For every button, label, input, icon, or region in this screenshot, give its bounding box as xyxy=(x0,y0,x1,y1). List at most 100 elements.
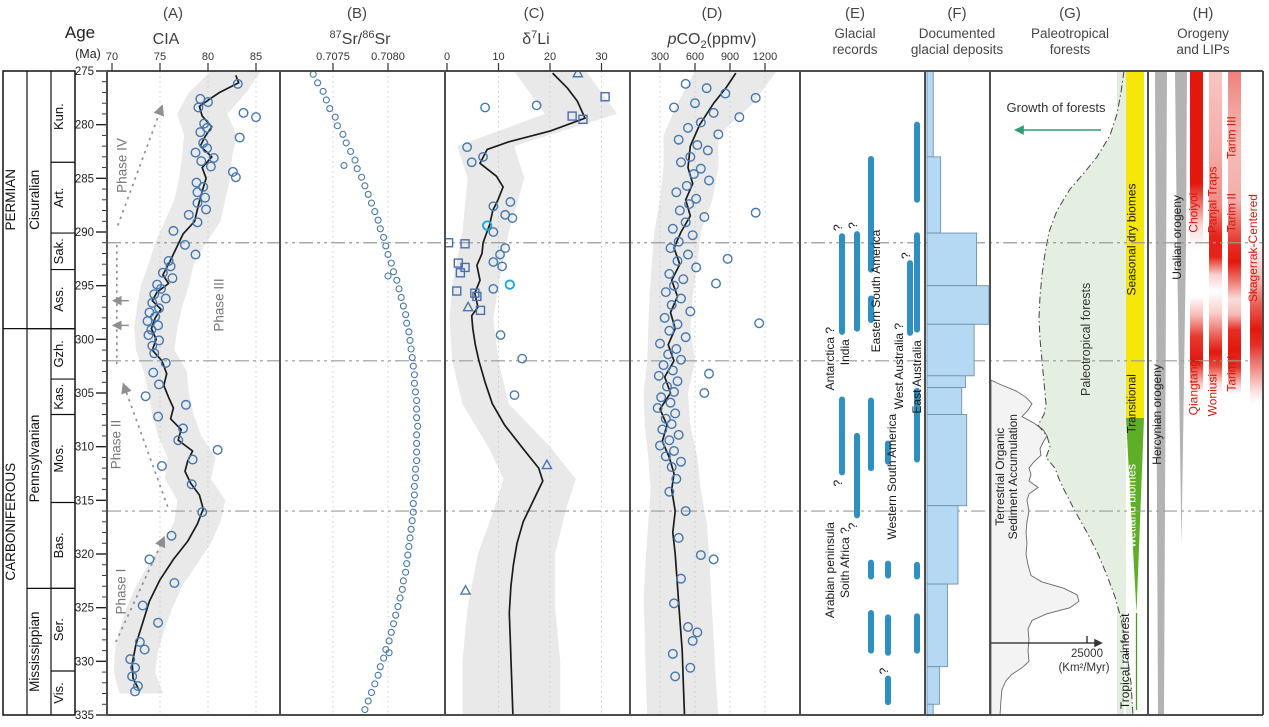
panel-h-bands xyxy=(1155,71,1262,715)
data-point-circle xyxy=(382,242,390,250)
data-point-square xyxy=(578,114,588,125)
data-point-circle xyxy=(178,423,189,434)
data-point-circle xyxy=(347,147,355,156)
stage-label: Ass. xyxy=(51,286,66,311)
data-point-circle xyxy=(478,151,488,162)
data-point-square xyxy=(470,288,480,298)
data-point-circle xyxy=(702,145,713,156)
value-tick-label: 85 xyxy=(250,51,262,63)
data-point-triangle xyxy=(462,300,474,312)
data-point-circle xyxy=(192,187,203,198)
data-point-circle xyxy=(411,388,420,396)
data-point-circle xyxy=(408,517,416,525)
panel-D-data xyxy=(652,72,765,715)
data-point-circle xyxy=(371,208,379,216)
data-point-circle xyxy=(734,112,745,123)
data-point-circle xyxy=(413,414,421,422)
data-point-circle-cyan xyxy=(504,279,515,290)
uncertainty-question-mark: ? xyxy=(846,222,860,229)
data-point-circle xyxy=(659,312,670,323)
data-point-circle xyxy=(393,276,401,284)
data-point-circle xyxy=(673,429,684,440)
data-point-circle xyxy=(333,122,341,130)
data-point-circle xyxy=(127,671,138,682)
data-point-square xyxy=(446,238,454,248)
panel-title-line: records xyxy=(832,42,877,57)
organic-sediment-label: Sediment Accumulation xyxy=(1006,414,1020,539)
data-point-circle xyxy=(227,166,238,177)
data-point-circle xyxy=(676,354,687,365)
lip-label: Skagerrak-Centered xyxy=(1246,194,1260,302)
data-point-circle xyxy=(183,209,194,220)
data-point-circle xyxy=(495,330,506,340)
data-point-circle xyxy=(652,403,663,414)
data-point-circle xyxy=(157,267,168,278)
data-point-circle xyxy=(673,532,684,543)
glacial-deposit-bar xyxy=(926,703,934,716)
panel-A-trend-curve xyxy=(131,74,240,692)
phase-label: Phase II xyxy=(109,420,124,470)
data-point-circle xyxy=(309,71,317,78)
panel-g-areas xyxy=(991,71,1144,715)
data-point-circle xyxy=(656,392,667,403)
data-point-circle xyxy=(664,486,675,497)
layer-backgrounds xyxy=(113,71,1262,715)
data-point-circle xyxy=(150,311,161,322)
data-point-circle xyxy=(676,573,687,584)
data-point-circle xyxy=(342,139,350,147)
seasonal-dry-biomes-label: Seasonal dry biomes xyxy=(1125,183,1139,295)
paleotropical-forest-area xyxy=(1038,71,1133,715)
data-point-circle xyxy=(385,637,393,645)
data-point-circle xyxy=(531,100,542,111)
glacial-record-label: Western South America xyxy=(885,413,899,539)
data-point-circle xyxy=(389,620,398,628)
lip-label: Panjal Traps xyxy=(1206,166,1220,233)
panel-letter: (A) xyxy=(163,5,183,22)
data-point-circle xyxy=(701,83,712,94)
seasonal-dry-biome-band xyxy=(1126,71,1144,418)
forest-boundary-line xyxy=(1037,71,1134,715)
data-point-circle xyxy=(402,568,410,576)
data-point-circle xyxy=(691,262,702,273)
glacial-deposit-bar xyxy=(926,666,940,705)
panel-title-line: Glacial xyxy=(834,26,875,41)
data-point-circle xyxy=(410,371,418,379)
data-point-circle xyxy=(673,134,684,145)
data-point-circle xyxy=(201,204,212,215)
data-point-circle xyxy=(683,249,694,260)
panel-title-line: forests xyxy=(1050,42,1091,57)
stage-label: Kas. xyxy=(51,384,66,410)
data-point-circle xyxy=(403,319,411,327)
data-point-circle xyxy=(410,482,418,490)
subperiod-label: Mississippian xyxy=(27,612,42,692)
data-point-circle xyxy=(130,662,141,673)
data-point-square xyxy=(600,92,610,102)
data-point-circle xyxy=(660,287,671,298)
data-point-circle xyxy=(662,381,673,392)
value-tick-label: 75 xyxy=(154,51,166,63)
panel-B-header: (B) 87Sr/86Sr 0.7075 0.7080 xyxy=(316,5,405,71)
phase-trend-arrow xyxy=(116,104,165,226)
data-point-circle xyxy=(692,140,703,151)
glacial-record-label: Antarctica ? xyxy=(823,327,837,391)
data-point-circle xyxy=(722,253,733,264)
data-point-circle xyxy=(358,173,366,181)
uncertainty-question-mark: ? xyxy=(846,522,860,529)
data-point-square xyxy=(455,268,466,278)
data-point-circle xyxy=(466,157,477,168)
age-tick-label: 275 xyxy=(75,66,94,78)
data-point-circle xyxy=(190,249,201,260)
value-tick-label: 10 xyxy=(492,51,504,63)
data-point-circle xyxy=(699,211,710,222)
data-point-circle xyxy=(398,585,406,593)
transitional-label: Transitional xyxy=(1127,374,1139,433)
glacial-deposit-bar xyxy=(926,375,966,389)
value-tick-label: 600 xyxy=(686,51,704,63)
data-point-circle xyxy=(166,530,177,541)
glacial-record-label: East Australia xyxy=(910,340,924,414)
subperiod-label: Cisuralian xyxy=(27,170,42,230)
data-point-circle xyxy=(410,379,418,387)
data-point-circle xyxy=(387,628,395,636)
data-point-circle xyxy=(680,332,691,343)
